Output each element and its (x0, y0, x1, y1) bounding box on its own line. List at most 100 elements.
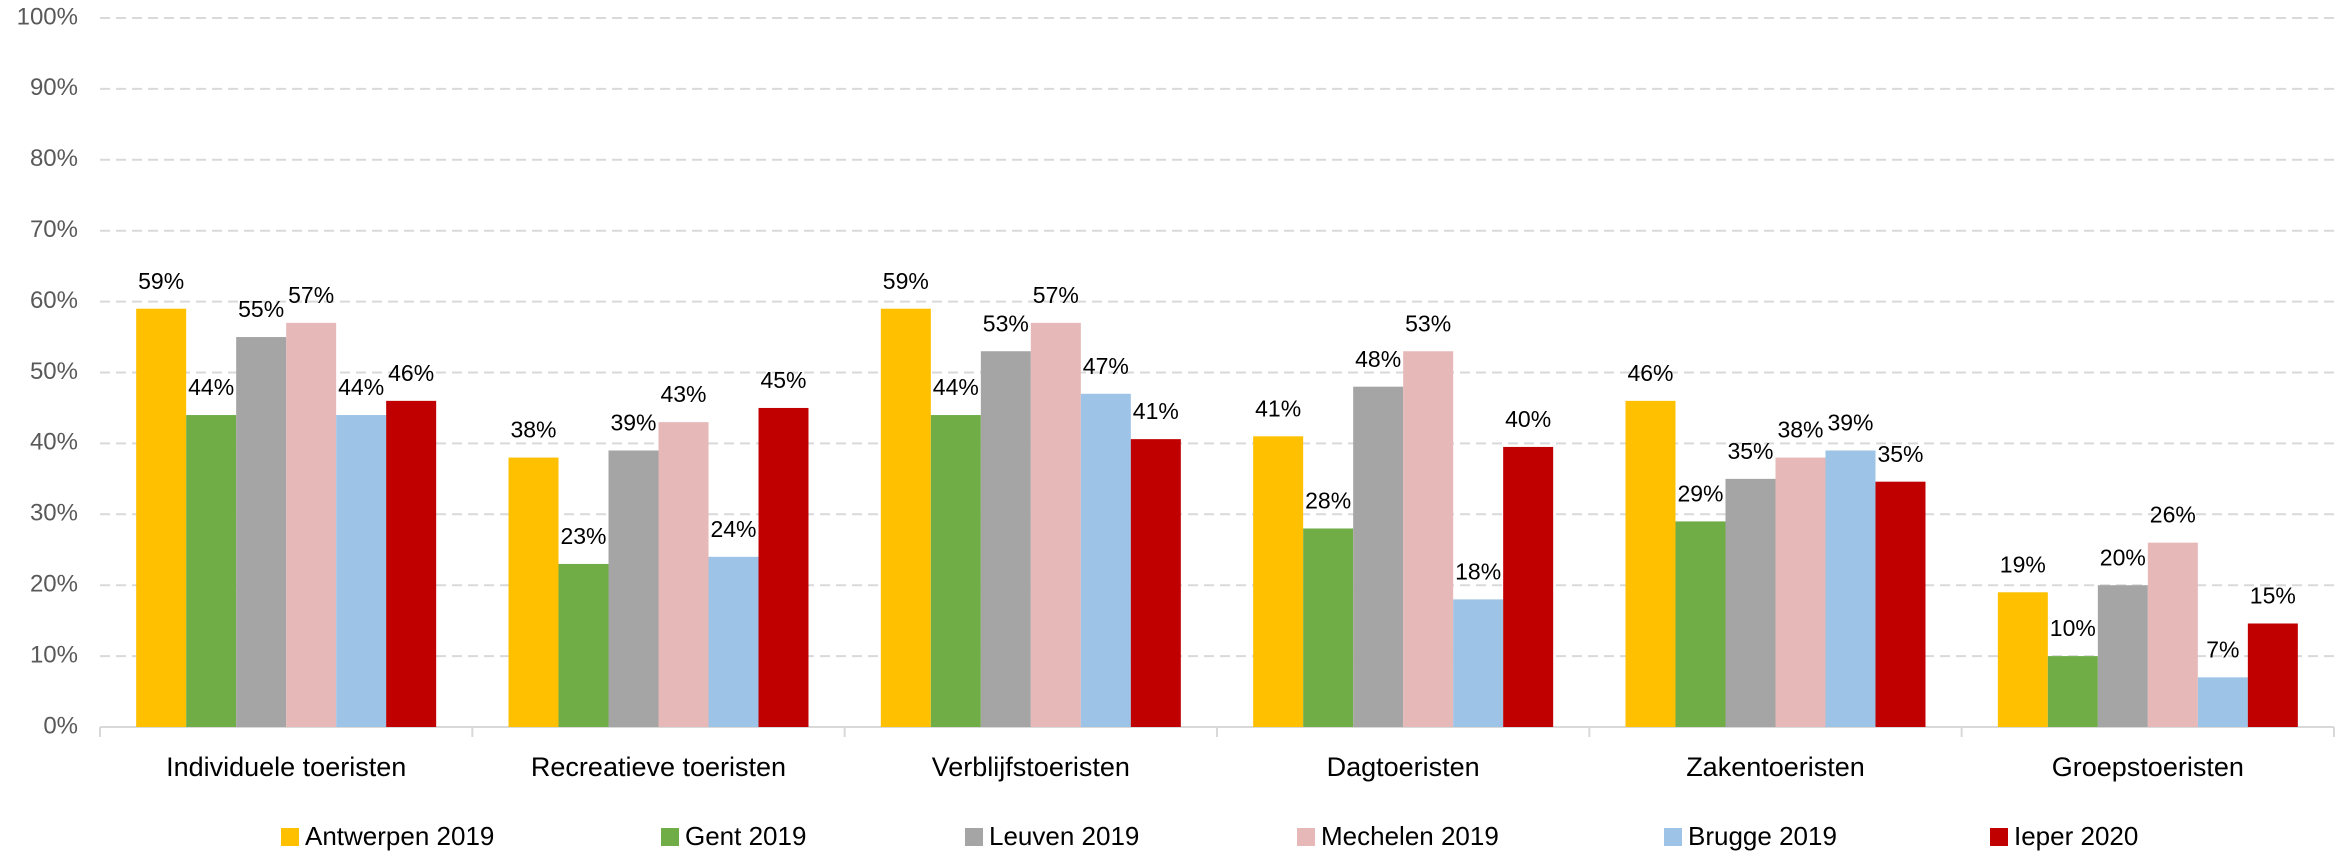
data-label: 10% (2050, 615, 2096, 641)
data-label: 48% (1355, 346, 1401, 372)
y-tick-label: 50% (30, 358, 78, 385)
bar (1503, 446, 1554, 727)
data-label: 44% (933, 374, 979, 400)
y-tick-label: 20% (30, 571, 78, 598)
bar (1453, 599, 1504, 727)
data-label: 41% (1133, 398, 1179, 424)
x-tick-label: Verblijfstoeristen (932, 752, 1130, 782)
bar (1997, 592, 2048, 727)
data-label: 39% (610, 410, 656, 436)
bar (1030, 322, 1081, 727)
data-label: 46% (388, 360, 434, 386)
data-label: 38% (510, 417, 556, 443)
legend-swatch (1664, 828, 1682, 846)
data-label: 35% (1727, 438, 1773, 464)
data-label: 57% (288, 282, 334, 308)
legend-label: Brugge 2019 (1688, 821, 1837, 851)
bar (1775, 457, 1826, 727)
y-tick-label: 70% (30, 216, 78, 243)
bar (1130, 439, 1181, 727)
x-tick-label: Dagtoeristen (1327, 752, 1480, 782)
y-tick-label: 90% (30, 74, 78, 101)
data-label: 24% (710, 516, 756, 542)
y-tick-label: 30% (30, 500, 78, 527)
data-label: 59% (883, 268, 929, 294)
legend-swatch (661, 828, 679, 846)
bar (236, 337, 287, 727)
bar (2147, 542, 2198, 727)
bar (136, 308, 187, 727)
bar (286, 322, 337, 727)
bar (2097, 585, 2148, 727)
legend-label: Ieper 2020 (2014, 821, 2138, 851)
bar (558, 563, 609, 727)
bar (2047, 656, 2098, 727)
bar (336, 415, 387, 727)
y-tick-label: 60% (30, 287, 78, 314)
data-label: 53% (1405, 310, 1451, 336)
data-label: 15% (2250, 583, 2296, 609)
bar (880, 308, 931, 727)
bar (1825, 450, 1876, 727)
data-label: 55% (238, 296, 284, 322)
data-label: 46% (1627, 360, 1673, 386)
bar (980, 351, 1031, 727)
data-label: 28% (1305, 488, 1351, 514)
bar (1303, 528, 1354, 727)
bar (708, 556, 759, 727)
bar (1725, 478, 1776, 727)
x-tick-label: Recreatieve toeristen (531, 752, 786, 782)
bar (1625, 400, 1676, 727)
legend-label: Leuven 2019 (989, 821, 1139, 851)
data-label: 53% (983, 310, 1029, 336)
x-tick-label: Groepstoeristen (2052, 752, 2244, 782)
data-label: 45% (760, 367, 806, 393)
legend-swatch (1990, 828, 2008, 846)
y-tick-label: 80% (30, 145, 78, 172)
data-label: 40% (1505, 406, 1551, 432)
y-tick-label: 40% (30, 429, 78, 456)
bar (2197, 677, 2248, 727)
data-label: 7% (2206, 636, 2239, 662)
data-label: 20% (2100, 544, 2146, 570)
bar (608, 450, 659, 727)
data-label: 18% (1455, 558, 1501, 584)
data-label: 23% (560, 523, 606, 549)
bar (386, 400, 437, 727)
x-tick-label: Individuele toeristen (166, 752, 406, 782)
legend-label: Antwerpen 2019 (305, 821, 494, 851)
data-label: 47% (1083, 353, 1129, 379)
bar (1403, 351, 1454, 727)
bar (930, 415, 981, 727)
data-label: 19% (2000, 551, 2046, 577)
y-tick-label: 10% (30, 641, 78, 668)
data-label: 44% (188, 374, 234, 400)
data-label: 35% (1877, 441, 1923, 467)
legend-swatch (281, 828, 299, 846)
data-label: 39% (1827, 410, 1873, 436)
bar (2247, 623, 2298, 727)
bar (1353, 386, 1404, 727)
data-label: 59% (138, 268, 184, 294)
data-label: 44% (338, 374, 384, 400)
legend-label: Gent 2019 (685, 821, 806, 851)
bar (1875, 481, 1926, 727)
bar (186, 415, 237, 727)
bar (1080, 393, 1131, 727)
legend-label: Mechelen 2019 (1321, 821, 1499, 851)
data-label: 57% (1033, 282, 1079, 308)
data-label: 29% (1677, 480, 1723, 506)
legend-swatch (1297, 828, 1315, 846)
y-tick-label: 0% (43, 712, 78, 739)
data-label: 41% (1255, 395, 1301, 421)
data-label: 43% (660, 381, 706, 407)
data-label: 38% (1777, 417, 1823, 443)
x-tick-label: Zakentoeristen (1686, 752, 1865, 782)
data-label: 26% (2150, 502, 2196, 528)
bar (658, 422, 709, 727)
y-tick-label: 100% (17, 3, 78, 30)
legend-swatch (965, 828, 983, 846)
bar (1253, 436, 1304, 727)
bar (758, 407, 809, 727)
